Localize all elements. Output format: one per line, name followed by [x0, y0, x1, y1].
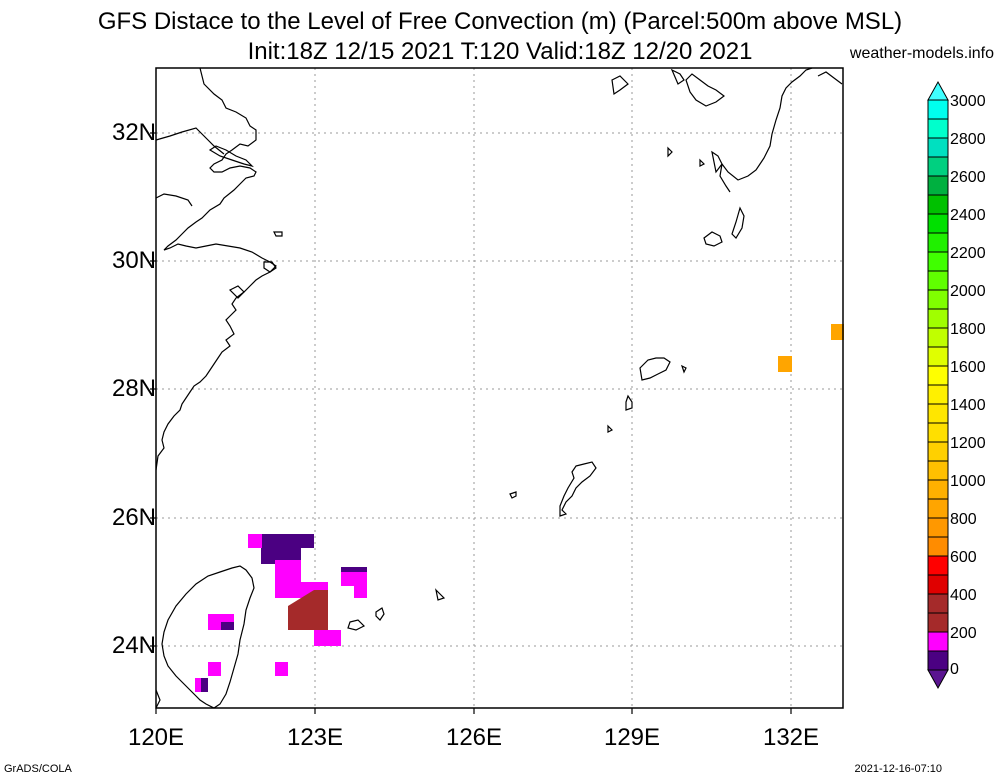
colorbar-label: 1800: [950, 321, 986, 338]
tick-marks: [150, 132, 792, 714]
lat-label-28n: 28N: [111, 375, 156, 402]
colorbar-label: 600: [950, 549, 977, 566]
lat-label-26n: 26N: [111, 504, 156, 531]
plot-frame: [155, 67, 844, 709]
colorbar-label: 1400: [950, 397, 986, 414]
shade-cells-orange: [778, 324, 844, 372]
lon-label-129e: 129E: [603, 724, 661, 751]
lat-label-32n: 32N: [111, 119, 156, 146]
colorbar-label: 2000: [950, 283, 986, 300]
lon-label-120e: 120E: [127, 724, 185, 751]
colorbar-label: 0: [950, 661, 959, 678]
lat-label-24n: 24N: [111, 632, 156, 659]
map-title: GFS Distace to the Level of Free Convect…: [97, 8, 903, 35]
colorbar-label: 1000: [950, 473, 986, 490]
gridlines: [156, 68, 843, 708]
shade-cells-brown: [288, 590, 328, 630]
colorbar: [927, 80, 949, 690]
colorbar-label: 2600: [950, 169, 986, 186]
colorbar-label: 800: [950, 511, 977, 528]
colorbar-label: 1200: [950, 435, 986, 452]
coastlines: [155, 67, 843, 709]
colorbar-label: 2400: [950, 207, 986, 224]
lon-label-123e: 123E: [286, 724, 344, 751]
colorbar-label: 400: [950, 587, 977, 604]
colorbar-label: 1600: [950, 359, 986, 376]
footer-timestamp: 2021-12-16-07:10: [854, 763, 942, 775]
colorbar-label: 200: [950, 625, 977, 642]
site-credit: weather-models.info: [849, 45, 994, 62]
colorbar-label: 2800: [950, 131, 986, 148]
shading: [195, 324, 844, 692]
colorbar-label: 2200: [950, 245, 986, 262]
colorbar-label: 3000: [950, 93, 986, 110]
lat-label-30n: 30N: [111, 247, 156, 274]
footer-software: GrADS/COLA: [4, 763, 72, 775]
lon-label-132e: 132E: [762, 724, 820, 751]
lon-label-126e: 126E: [445, 724, 503, 751]
map-subtitle: Init:18Z 12/15 2021 T:120 Valid:18Z 12/2…: [247, 38, 753, 65]
